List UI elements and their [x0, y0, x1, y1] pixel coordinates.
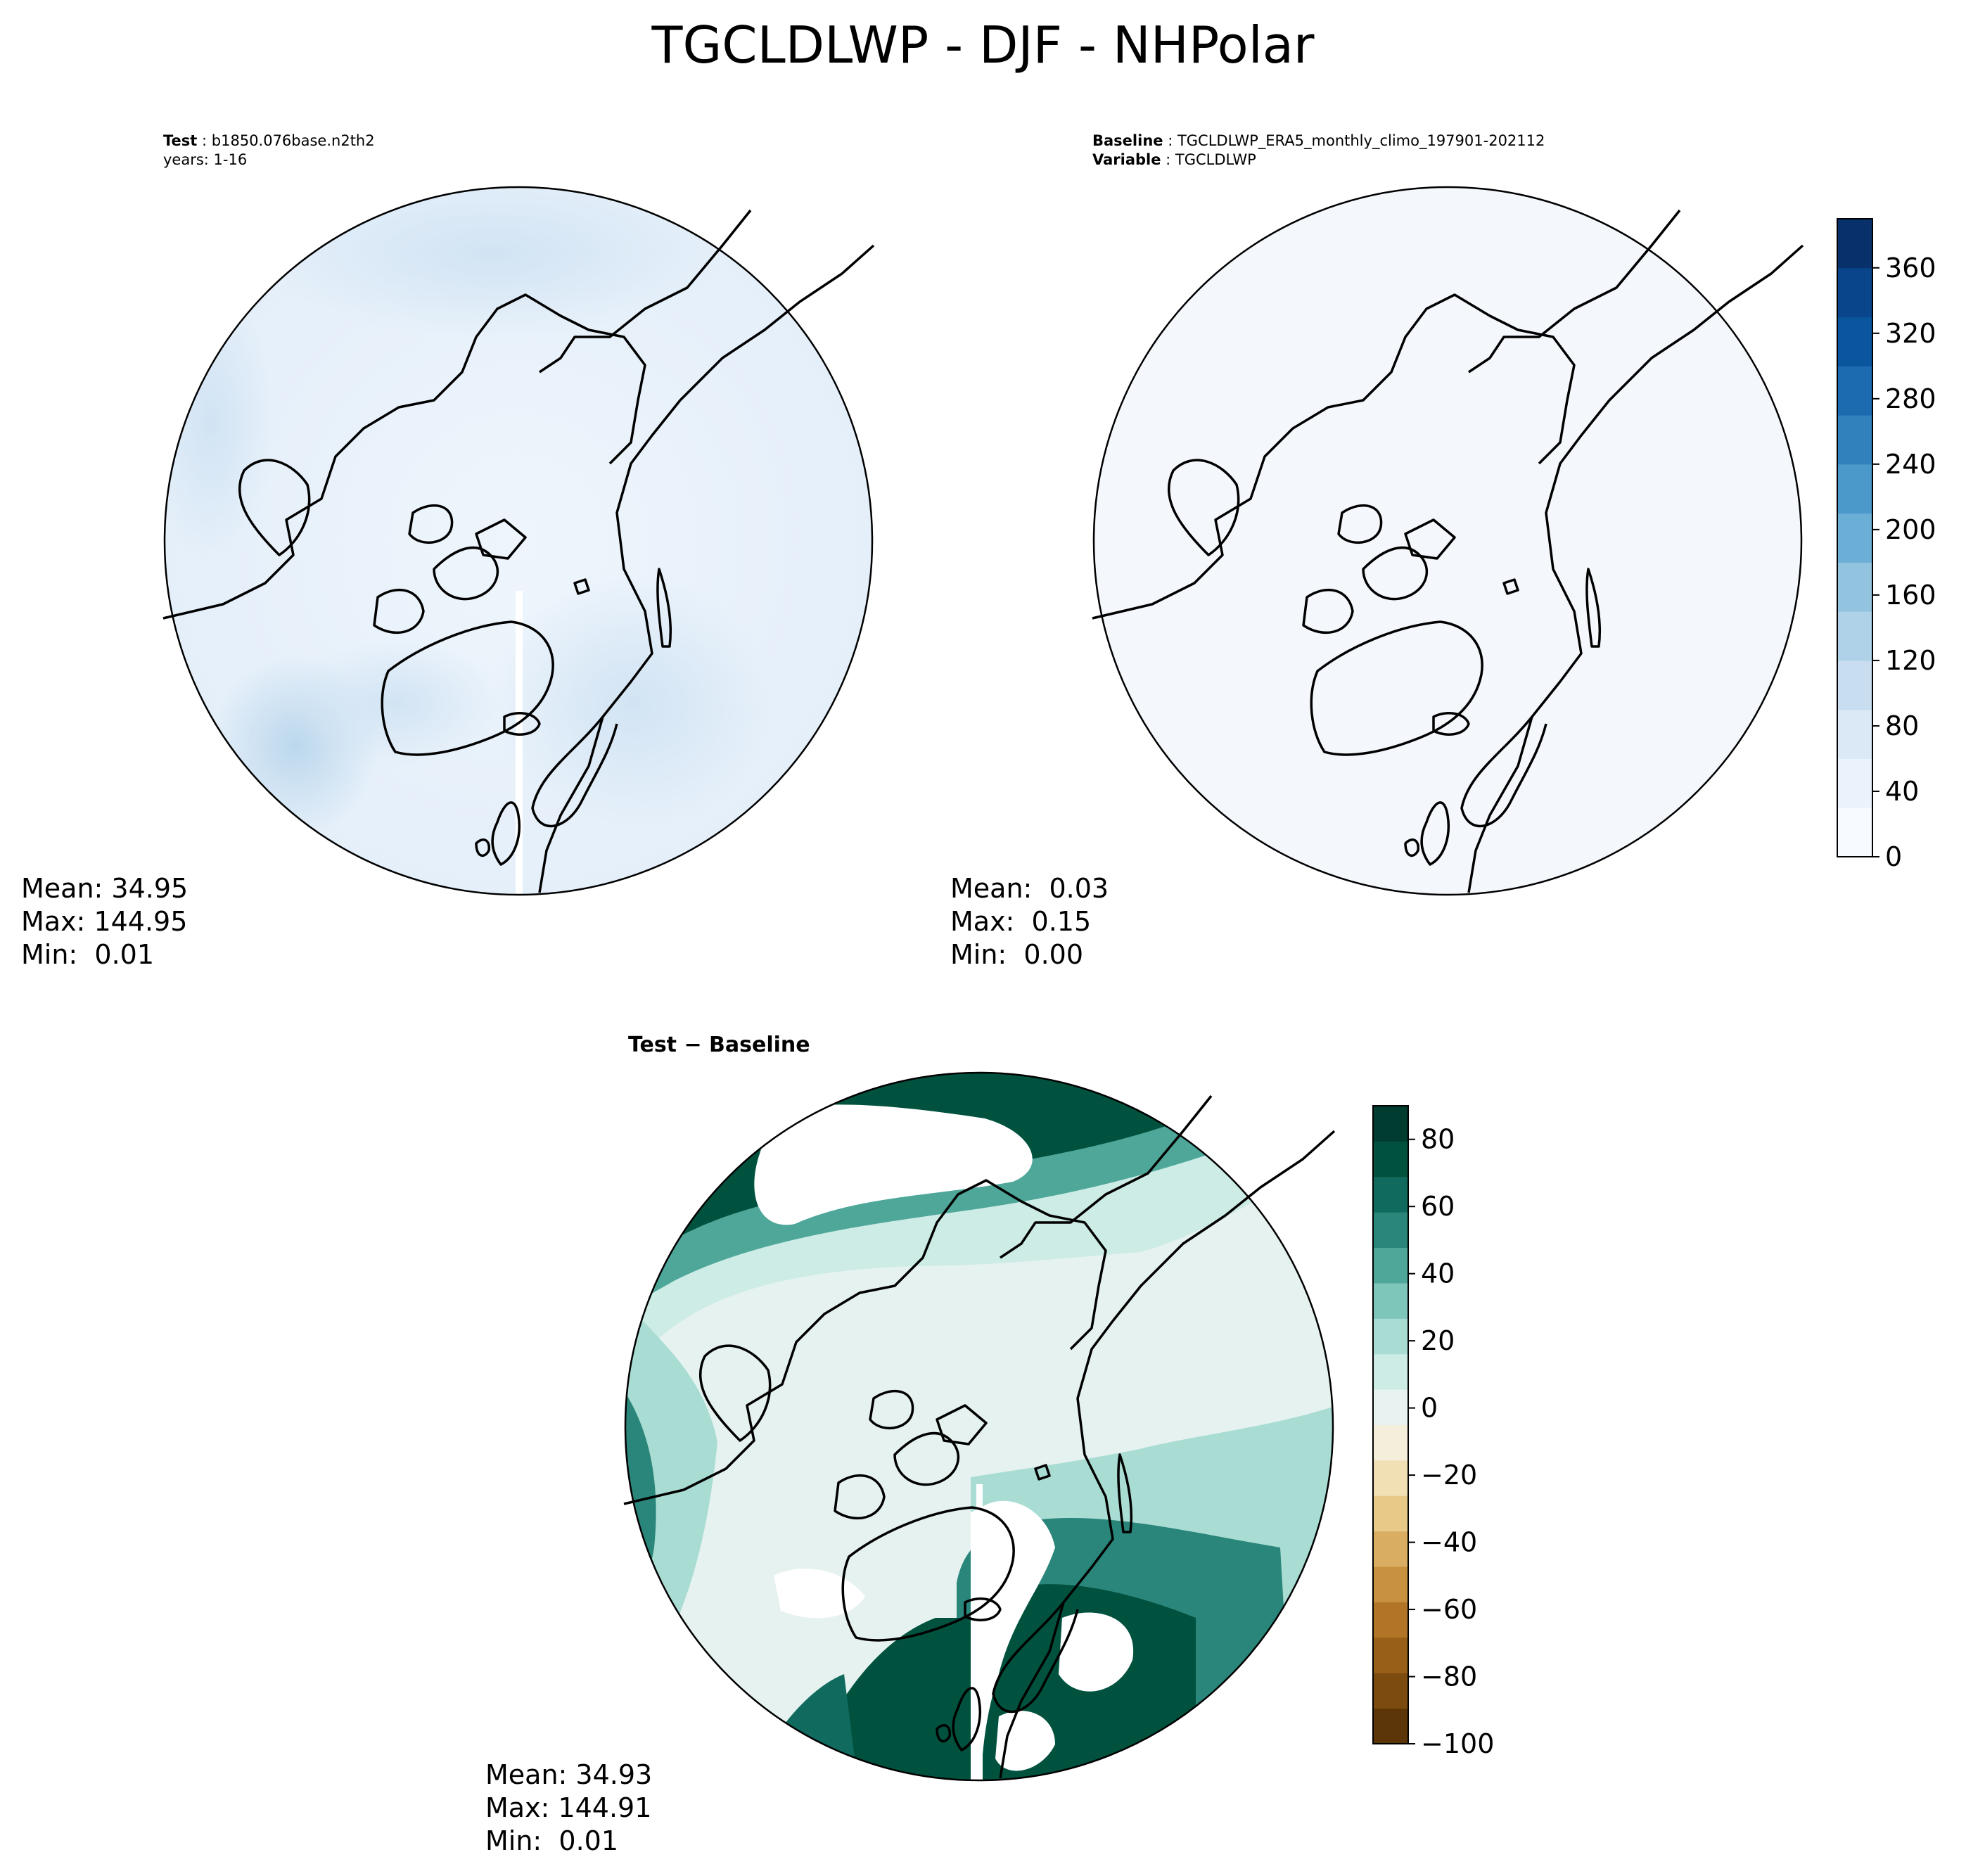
colorbar-top-swatch — [1837, 219, 1872, 269]
baseline-panel-header: Baseline : TGCLDLWP_ERA5_monthly_climo_1… — [1092, 132, 1545, 170]
diff-stats: Mean: 34.93 Max: 144.91 Min: 0.01 — [485, 1759, 652, 1858]
colorbar-bottom-swatch — [1373, 1141, 1408, 1178]
test-label-key: Test — [163, 132, 198, 149]
colorbar-bottom-swatch — [1373, 1531, 1408, 1567]
baseline-stats: Mean: 0.03 Max: 0.15 Min: 0.00 — [950, 872, 1109, 971]
colorbar-bottom-tick-label: −20 — [1421, 1460, 1477, 1491]
colorbar-bottom-swatch — [1373, 1637, 1408, 1673]
colorbar-bottom-tick-label: −60 — [1421, 1594, 1477, 1625]
baseline-variable-value: TGCLDLWP — [1175, 151, 1256, 168]
baseline-label-value: TGCLDLWP_ERA5_monthly_climo_197901-20211… — [1177, 132, 1545, 149]
colorbar-bottom-swatch — [1373, 1495, 1408, 1532]
diff-map — [623, 1071, 1336, 1782]
colorbar-bottom-swatch — [1373, 1106, 1408, 1142]
colorbar-bottom-swatch — [1373, 1318, 1408, 1355]
colorbar-top-tick-label: 200 — [1885, 514, 1936, 545]
colorbar-top-swatch — [1837, 317, 1872, 366]
diff-stat-min: Min: 0.01 — [485, 1825, 618, 1856]
colorbar-top-tick-label: 160 — [1885, 580, 1936, 611]
colorbar-bottom-swatch — [1373, 1353, 1408, 1390]
colorbar-bottom: −100 −80 −60 −40 −20 0 20 40 60 80 — [1372, 1105, 1494, 1759]
colorbar-bottom-swatch — [1373, 1424, 1408, 1461]
colorbar-top-tick-label: 120 — [1885, 645, 1936, 676]
test-map — [162, 186, 875, 896]
colorbar-bottom-tick-label: −80 — [1421, 1661, 1477, 1692]
colorbar-bottom-tick-label: 80 — [1421, 1124, 1455, 1155]
colorbar-bottom-frame — [1372, 1105, 1409, 1744]
baseline-map-boundary — [1092, 186, 1803, 896]
colorbar-top-swatch — [1837, 513, 1872, 563]
diff-panel-title: Test − Baseline — [628, 1033, 810, 1057]
test-stat-max: Max: 144.95 — [21, 906, 188, 937]
colorbar-top-swatch — [1837, 709, 1872, 759]
diff-stat-max: Max: 144.91 — [485, 1792, 652, 1823]
colorbar-top-swatch — [1837, 660, 1872, 710]
colorbar-top-tick-label: 0 — [1885, 841, 1902, 872]
colorbar-bottom-tick-label: 40 — [1421, 1258, 1455, 1289]
baseline-variable-colon: : — [1161, 151, 1175, 168]
colorbar-top-frame — [1837, 218, 1873, 857]
test-panel-header: Test : b1850.076base.n2th2 years: 1-16 — [163, 132, 375, 170]
colorbar-top: 0 40 80 120 160 200 240 280 320 360 — [1837, 218, 1936, 872]
colorbar-bottom-tick-label: −40 — [1421, 1527, 1477, 1558]
colorbar-top-tick-label: 280 — [1885, 383, 1936, 414]
test-label-colon: : — [197, 132, 212, 149]
colorbar-bottom-swatch — [1373, 1212, 1408, 1249]
baseline-stat-max: Max: 0.15 — [950, 906, 1092, 937]
baseline-map-field — [1094, 187, 1801, 895]
figure-title: TGCLDLWP - DJF - NHPolar — [651, 15, 1315, 75]
colorbar-bottom-tick-label: 20 — [1421, 1325, 1455, 1356]
colorbar-top-tick-label: 360 — [1885, 253, 1936, 283]
colorbar-bottom-swatch — [1373, 1602, 1408, 1638]
colorbar-top-swatch — [1837, 366, 1872, 416]
colorbar-bottom-tick-label: −100 — [1421, 1728, 1494, 1759]
test-stat-min: Min: 0.01 — [21, 939, 154, 970]
colorbar-bottom-swatch — [1373, 1176, 1408, 1213]
baseline-label-colon: : — [1163, 132, 1177, 149]
colorbar-top-swatch — [1837, 611, 1872, 661]
baseline-label-key: Baseline — [1092, 132, 1163, 149]
baseline-stat-mean: Mean: 0.03 — [950, 873, 1109, 904]
colorbar-bottom-swatch — [1373, 1708, 1408, 1744]
test-stat-mean: Mean: 34.95 — [21, 873, 189, 904]
colorbar-top-swatch — [1837, 415, 1872, 465]
colorbar-top-tick-label: 320 — [1885, 318, 1936, 349]
baseline-variable-key: Variable — [1092, 151, 1161, 168]
colorbar-top-swatch — [1837, 464, 1872, 514]
baseline-stat-min: Min: 0.00 — [950, 939, 1083, 970]
colorbar-top-swatch — [1837, 808, 1872, 857]
colorbar-top-swatch — [1837, 562, 1872, 612]
diff-map-boundary — [624, 1071, 1334, 1782]
colorbar-bottom-swatch — [1373, 1566, 1408, 1602]
colorbar-bottom-swatch — [1373, 1389, 1408, 1425]
colorbar-bottom-swatch — [1373, 1460, 1408, 1496]
colorbar-bottom-swatch — [1373, 1673, 1408, 1709]
test-map-boundary — [163, 186, 874, 896]
colorbar-bottom-tick-label: 60 — [1421, 1191, 1455, 1222]
diff-stat-mean: Mean: 34.93 — [485, 1759, 653, 1790]
colorbar-bottom-swatch — [1373, 1247, 1408, 1284]
test-years: years: 1-16 — [163, 151, 248, 168]
colorbar-bottom-swatch — [1373, 1282, 1408, 1319]
colorbar-top-swatch — [1837, 758, 1872, 808]
test-label-value: b1850.076base.n2th2 — [211, 132, 375, 149]
colorbar-top-tick-label: 240 — [1885, 449, 1936, 480]
test-stats: Mean: 34.95 Max: 144.95 Min: 0.01 — [21, 872, 188, 971]
baseline-map — [1091, 186, 1804, 896]
colorbar-top-tick-label: 80 — [1885, 710, 1919, 741]
colorbar-top-swatch — [1837, 267, 1872, 318]
colorbar-bottom-tick-label: 0 — [1421, 1393, 1438, 1424]
colorbar-top-tick-label: 40 — [1885, 776, 1919, 807]
